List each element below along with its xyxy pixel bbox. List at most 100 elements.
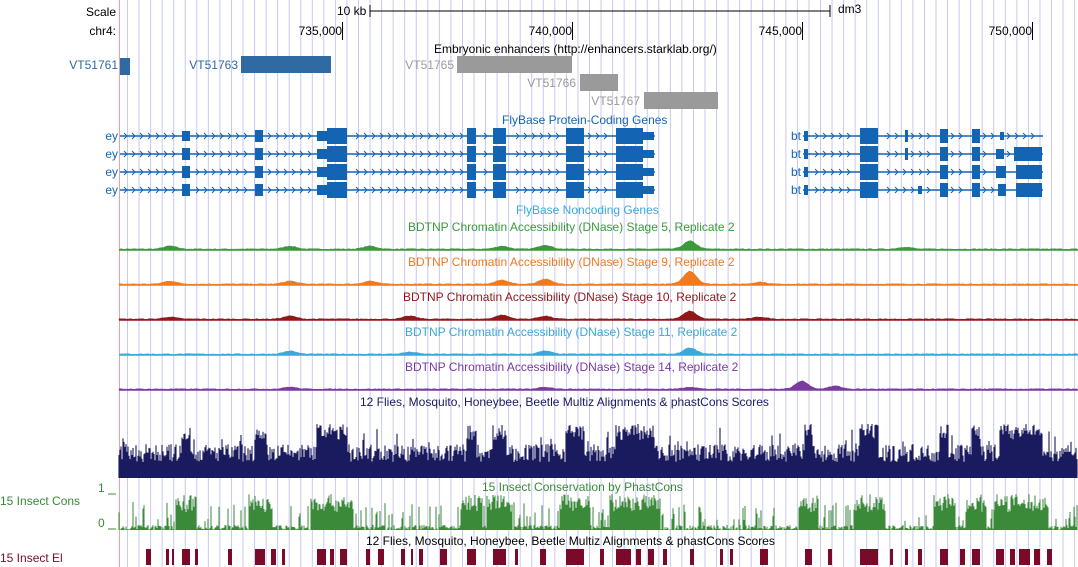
conserved-element [146, 549, 151, 565]
conserved-element [720, 549, 723, 565]
noncoding-genes-track-title[interactable]: FlyBase Noncoding Genes [516, 203, 659, 217]
gene-label-ey[interactable]: ey [105, 183, 118, 197]
elements-track-title[interactable]: 12 Flies, Mosquito, Honeybee, Beetle Mul… [366, 534, 775, 548]
phastcons-bars [118, 494, 1078, 530]
strand-arrow [291, 150, 296, 158]
conserved-element [378, 549, 384, 565]
strand-arrow [267, 186, 272, 194]
gene-label-bt[interactable]: bt [790, 183, 801, 197]
dnase-stage14-title[interactable]: BDTNP Chromatin Accessibility (DNase) St… [405, 360, 739, 374]
gene-exon [1000, 132, 1004, 140]
gene-exon [182, 166, 190, 178]
multiz-track-title[interactable]: 12 Flies, Mosquito, Honeybee, Beetle Mul… [360, 395, 769, 409]
strand-arrow [822, 186, 827, 194]
conserved-element [228, 549, 232, 565]
gene-label-bt[interactable]: bt [790, 129, 801, 143]
strand-arrow [950, 186, 955, 194]
strand-arrow [291, 186, 296, 194]
strand-arrow [355, 186, 360, 194]
strand-arrow [123, 150, 128, 158]
strand-arrow [235, 132, 240, 140]
gene-exon [182, 148, 190, 160]
strand-arrow [555, 132, 560, 140]
strand-arrow [555, 186, 560, 194]
gene-exon [317, 131, 327, 141]
gene-exon [493, 128, 506, 144]
gene-exon [804, 149, 808, 159]
enhancer-label[interactable]: VT51763 [189, 58, 238, 72]
strand-arrow [419, 168, 424, 176]
conserved-element [972, 549, 980, 565]
gene-exon [643, 186, 654, 194]
strand-arrow [267, 150, 272, 158]
strand-arrow [387, 150, 392, 158]
gene-exon [972, 183, 980, 197]
enhancer-track-title[interactable]: Embryonic enhancers (http://enhancers.st… [434, 42, 717, 56]
gene-exon [467, 146, 476, 162]
dnase-stage10-title[interactable]: BDTNP Chromatin Accessibility (DNase) St… [403, 290, 737, 304]
strand-arrow [395, 150, 400, 158]
gene-exon [998, 184, 1006, 196]
conserved-element [860, 549, 878, 565]
strand-arrow [547, 168, 552, 176]
strand-arrow [403, 186, 408, 194]
strand-arrow [355, 168, 360, 176]
strand-arrow [902, 168, 907, 176]
dnase-stage9-title[interactable]: BDTNP Chromatin Accessibility (DNase) St… [408, 255, 735, 269]
strand-arrow [155, 168, 160, 176]
gene-label-bt[interactable]: bt [790, 147, 801, 161]
enhancer-label[interactable]: VT51766 [527, 76, 576, 90]
strand-arrow [163, 168, 168, 176]
strand-arrow [211, 186, 216, 194]
strand-arrow [171, 150, 176, 158]
strand-arrow [982, 168, 987, 176]
strand-arrow [539, 186, 544, 194]
strand-arrow [515, 150, 520, 158]
elements-side-label[interactable]: 15 Insect El [0, 551, 63, 565]
conserved-element [1010, 549, 1015, 565]
enhancer-label[interactable]: VT51767 [591, 94, 640, 108]
strand-arrow [539, 132, 544, 140]
strand-arrow [886, 132, 891, 140]
dnase-stage5-title[interactable]: BDTNP Chromatin Accessibility (DNase) St… [408, 220, 735, 234]
strand-arrow [894, 150, 899, 158]
gene-exon [317, 149, 327, 159]
strand-arrow [299, 168, 304, 176]
gene-label-ey[interactable]: ey [105, 165, 118, 179]
dnase-stage11-title[interactable]: BDTNP Chromatin Accessibility (DNase) St… [405, 325, 738, 339]
phastcons-track-title[interactable]: 15 Insect Conservation by PhastCons [482, 480, 683, 494]
dnase-signal [118, 310, 1078, 321]
gene-label-ey[interactable]: ey [105, 147, 118, 161]
conserved-element [1047, 549, 1052, 565]
strand-arrow [227, 186, 232, 194]
strand-arrow [163, 186, 168, 194]
strand-arrow [355, 150, 360, 158]
gene-exon [860, 164, 878, 180]
strand-arrow [219, 150, 224, 158]
enhancer-label[interactable]: VT51761 [69, 58, 118, 72]
gene-exon [1016, 183, 1042, 197]
strand-arrow [958, 186, 963, 194]
dnase-signal [118, 240, 1078, 251]
gene-label-bt[interactable]: bt [790, 165, 801, 179]
strand-arrow [982, 186, 987, 194]
phastcons-side-label[interactable]: 15 Insect Cons [0, 494, 81, 508]
strand-arrow [155, 186, 160, 194]
conserved-element [540, 549, 546, 565]
strand-arrow [131, 168, 136, 176]
strand-arrow [427, 132, 432, 140]
gene-exon [255, 148, 263, 160]
dnase-signal [118, 347, 1078, 356]
gene-label-ey[interactable]: ey [105, 129, 118, 143]
scale-text: 10 kb [337, 4, 367, 18]
enhancer-label[interactable]: VT51765 [405, 58, 454, 72]
strand-arrow [235, 150, 240, 158]
strand-arrow [435, 186, 440, 194]
strand-arrow [275, 150, 280, 158]
strand-arrow [814, 132, 819, 140]
gene-exon [1026, 147, 1042, 161]
conserved-element [890, 549, 893, 565]
coding-genes-track-title[interactable]: FlyBase Protein-Coding Genes [502, 113, 668, 127]
